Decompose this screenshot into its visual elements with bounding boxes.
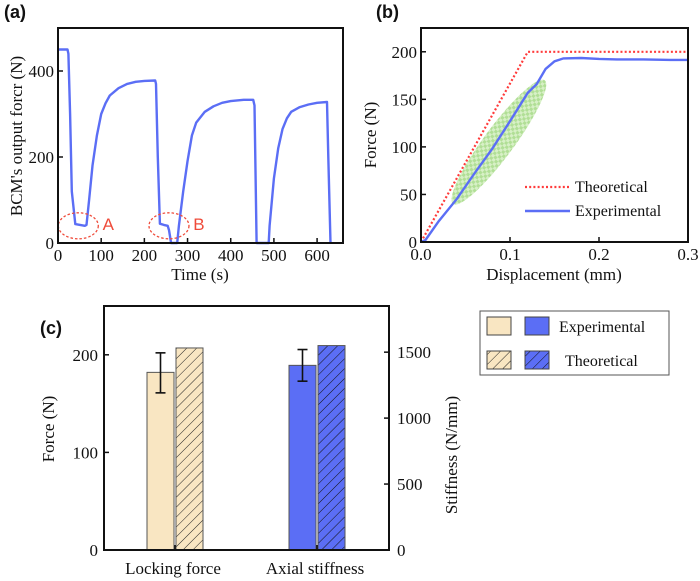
axes-frame-b (420, 27, 689, 243)
x-tick-label: 0 (54, 246, 63, 265)
y-tick-label: 200 (392, 43, 418, 62)
x-tick-label: 600 (304, 246, 330, 265)
panel-b: (b) 0.0 0.1 0.2 0.3 0 50 100 150 200 Theoretical E… (361, 2, 699, 284)
x-tick-label: 0.3 (677, 245, 698, 264)
highlight-region (451, 79, 547, 205)
x-tick-label: 200 (132, 246, 158, 265)
y-tick-label-right: 1500 (397, 343, 431, 362)
legend-swatch (486, 316, 512, 336)
panel-label-c: (c) (40, 318, 62, 338)
y-tick-label: 0 (409, 233, 418, 252)
category-label: Locking force (125, 559, 221, 578)
bar-theoretical-axial-stiffness (317, 345, 346, 551)
plot-area-a: A B 0 100 200 300 400 500 600 0 200 400 (29, 27, 344, 265)
panel-c: (c) Locking force Axial stiffness 0 100 200 0… (39, 305, 670, 578)
x-tick-label: 400 (218, 246, 244, 265)
y-axis-label-a: BCM's output forcr (N) (7, 56, 26, 216)
x-tick-label: 0.1 (499, 245, 520, 264)
series-line-theoretical (420, 50, 688, 243)
x-tick-label: 300 (175, 246, 201, 265)
y-tick-label: 150 (392, 90, 418, 109)
x-tick-label: 500 (261, 246, 287, 265)
annotation-label-b: B (193, 215, 204, 234)
legend-c: Experimental Theoretical (479, 310, 670, 376)
y-tick-label: 0 (90, 541, 99, 560)
legend-label-experimental: Experimental (559, 319, 646, 336)
axes-frame-c (103, 305, 390, 551)
plot-area-b: 0.0 0.1 0.2 0.3 0 50 100 150 200 Theoretical Exper… (392, 27, 699, 264)
y-tick-label: 0 (46, 234, 55, 253)
y-tick-label: 100 (392, 138, 418, 157)
x-tick-label: 0.0 (410, 245, 431, 264)
bar-theoretical-locking-force (175, 347, 204, 551)
annotation-ellipse-b (148, 212, 190, 240)
x-tick-label: 0.2 (588, 245, 609, 264)
y-axis-label-right-c: Stiffness (N/mm) (442, 396, 461, 514)
y-axis-label-b: Force (N) (361, 102, 380, 169)
panel-label-b: (b) (376, 2, 399, 22)
y-tick-label: 200 (73, 346, 99, 365)
bar-experimental-locking-force (146, 371, 175, 551)
y-tick-label: 50 (400, 185, 417, 204)
series-line-experimental (420, 56, 688, 244)
panel-label-a: (a) (4, 2, 26, 22)
y-tick-label-right: 0 (397, 541, 406, 560)
panel-a: (a) A B 0 100 200 300 400 500 600 0 200 400 Time (s… (4, 2, 344, 284)
legend-swatch (524, 350, 550, 370)
category-label: Axial stiffness (266, 559, 364, 578)
y-tick-label: 400 (29, 62, 55, 81)
annotation-label-a: A (103, 215, 115, 234)
legend-swatch (486, 350, 512, 370)
x-axis-label-a: Time (s) (171, 265, 228, 284)
y-tick-label-right: 500 (397, 475, 423, 494)
annotation-ellipse-a (57, 212, 99, 240)
plot-area-c: Locking force Axial stiffness 0 100 200 0 500 1… (73, 305, 431, 578)
y-tick-label: 100 (73, 443, 99, 462)
x-axis-label-b: Displacement (mm) (486, 265, 622, 284)
y-tick-label-right: 1000 (397, 409, 431, 428)
bar-experimental-axial-stiffness (288, 364, 317, 551)
y-axis-label-c: Force (N) (39, 396, 58, 463)
legend-label-theoretical: Theoretical (575, 179, 648, 196)
y-tick-label: 200 (29, 148, 55, 167)
legend-swatch (524, 316, 550, 336)
legend-label-theoretical: Theoretical (565, 353, 638, 370)
legend-label-experimental: Experimental (575, 203, 662, 220)
x-tick-label: 100 (88, 246, 114, 265)
axes-frame-a (57, 27, 344, 244)
